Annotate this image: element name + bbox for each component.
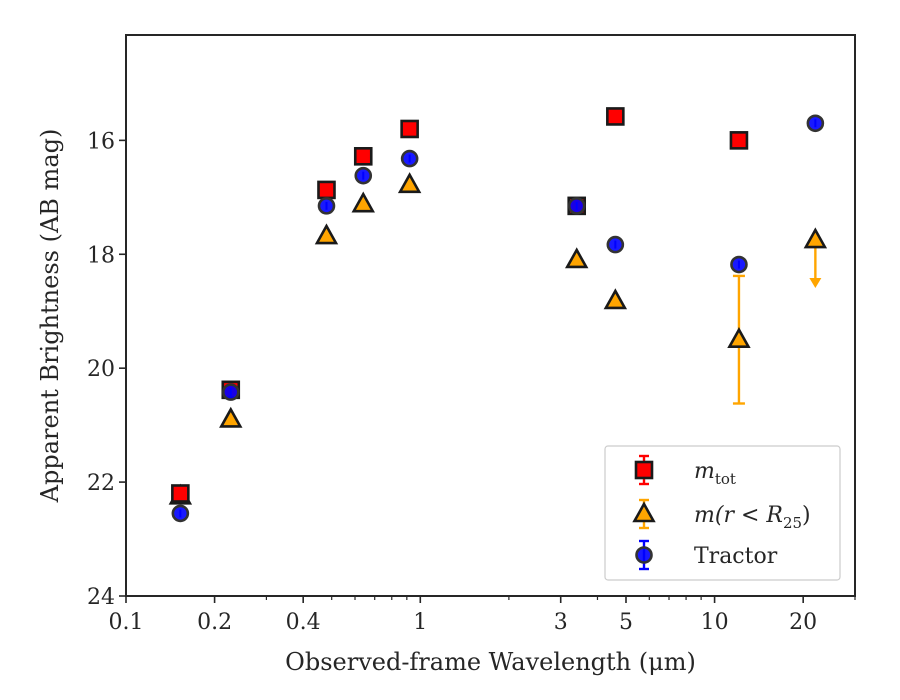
x-tick-label: 0.1	[109, 610, 144, 635]
x-axis-label: Observed-frame Wavelength (μm)	[285, 648, 696, 676]
legend-box	[604, 445, 841, 581]
legend: mtot m(r < R25) Tractor	[604, 445, 841, 581]
tractor-point	[171, 504, 190, 523]
x-tick-label: 3	[554, 610, 568, 635]
x-tick-label: 20	[789, 610, 817, 635]
tractor-point	[567, 197, 586, 215]
mr25-point	[727, 327, 751, 349]
series-layer	[168, 107, 828, 523]
mr25-point	[397, 172, 422, 194]
upper-limit-arrowhead	[809, 278, 822, 289]
legend-marker-mtot	[634, 460, 654, 480]
legend-marker-tractor	[635, 546, 653, 564]
y-tick-label: 16	[87, 129, 115, 154]
legend-label-main: Tractor	[694, 544, 778, 569]
x-tick-label: 5	[619, 610, 633, 635]
mr25-point	[351, 191, 375, 213]
legend-marker-mr25	[632, 501, 656, 523]
mtot-point	[317, 180, 336, 200]
mtot-point	[400, 119, 419, 139]
tractor-point	[221, 383, 240, 401]
tractor-point	[806, 114, 825, 133]
tractor-point	[400, 149, 419, 168]
mr25-point	[314, 223, 339, 245]
legend-label-mtot: mtot	[694, 459, 736, 488]
legend-label-mr25: m(r < R25)	[694, 503, 811, 532]
mr25-point	[219, 406, 243, 428]
mr25-point	[603, 288, 628, 310]
y-tick-label: 22	[87, 471, 115, 496]
legend-label-subscript: tot	[715, 470, 736, 488]
mtot-point	[729, 131, 749, 150]
x-tick-label: 0.2	[197, 610, 232, 635]
legend-label-main: m(r < R	[694, 503, 783, 528]
mr25-point	[564, 247, 589, 269]
tractor-point	[730, 255, 748, 274]
series-mr25	[168, 172, 828, 505]
series-mtot	[171, 107, 749, 503]
axis-ticks: 0.1 0.2 0.4 1 3 5 10 20 16 18 20 22 24	[87, 129, 856, 635]
legend-label-main: m	[694, 459, 715, 484]
x-tick-label: 1	[413, 610, 427, 635]
mtot-point	[606, 107, 625, 126]
series-tractor	[171, 114, 825, 523]
x-tick-label: 0.4	[286, 610, 321, 635]
x-tick-label: 10	[701, 610, 729, 635]
legend-label-tractor: Tractor	[694, 544, 778, 569]
tractor-point	[317, 197, 336, 215]
tractor-point	[606, 235, 625, 254]
y-tick-label: 18	[87, 243, 115, 268]
y-axis-label: Apparent Brightness (AB mag)	[36, 129, 64, 504]
legend-label-end: )	[802, 503, 811, 528]
mtot-point	[171, 484, 190, 503]
plot-frame	[125, 34, 856, 597]
legend-label-subscript: 25	[783, 514, 802, 532]
y-tick-label: 24	[87, 585, 115, 610]
mr25-point	[803, 227, 828, 249]
y-tick-label: 20	[87, 357, 115, 382]
mtot-point	[353, 147, 373, 166]
tractor-point	[354, 166, 373, 185]
